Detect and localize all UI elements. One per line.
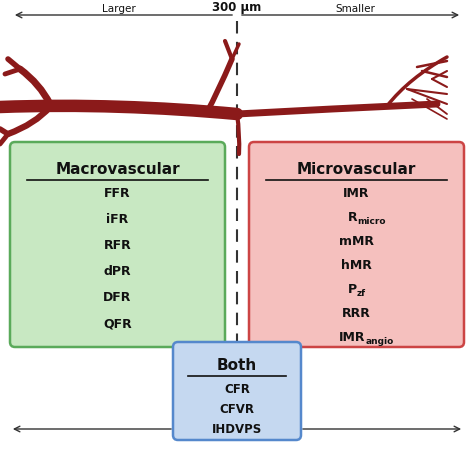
Text: dPR: dPR — [104, 265, 131, 278]
Text: IMR: IMR — [343, 187, 370, 200]
Text: Larger: Larger — [101, 4, 136, 14]
Text: zf: zf — [357, 289, 366, 298]
Text: mMR: mMR — [339, 235, 374, 248]
FancyBboxPatch shape — [10, 143, 225, 347]
Text: FFR: FFR — [104, 187, 131, 200]
Text: R: R — [348, 211, 357, 224]
Text: Microvascular: Microvascular — [297, 162, 416, 177]
Text: iFR: iFR — [106, 213, 128, 226]
Text: Both: Both — [217, 358, 257, 373]
Text: CFVR: CFVR — [219, 403, 255, 415]
Text: IMR: IMR — [339, 331, 366, 344]
Text: IHDVPS: IHDVPS — [212, 423, 262, 435]
Text: 300 μm: 300 μm — [212, 1, 262, 14]
Text: micro: micro — [357, 217, 385, 226]
Text: P: P — [348, 283, 357, 296]
Text: hMR: hMR — [341, 259, 372, 272]
Text: CFR: CFR — [224, 383, 250, 396]
Text: RRR: RRR — [342, 307, 371, 320]
Text: RFR: RFR — [104, 239, 131, 252]
FancyBboxPatch shape — [249, 143, 464, 347]
Text: angio: angio — [366, 337, 394, 346]
Text: DFR: DFR — [103, 291, 132, 304]
FancyBboxPatch shape — [173, 342, 301, 440]
Text: Macrovascular: Macrovascular — [55, 162, 180, 177]
Text: Smaller: Smaller — [336, 4, 375, 14]
Text: QFR: QFR — [103, 317, 132, 330]
